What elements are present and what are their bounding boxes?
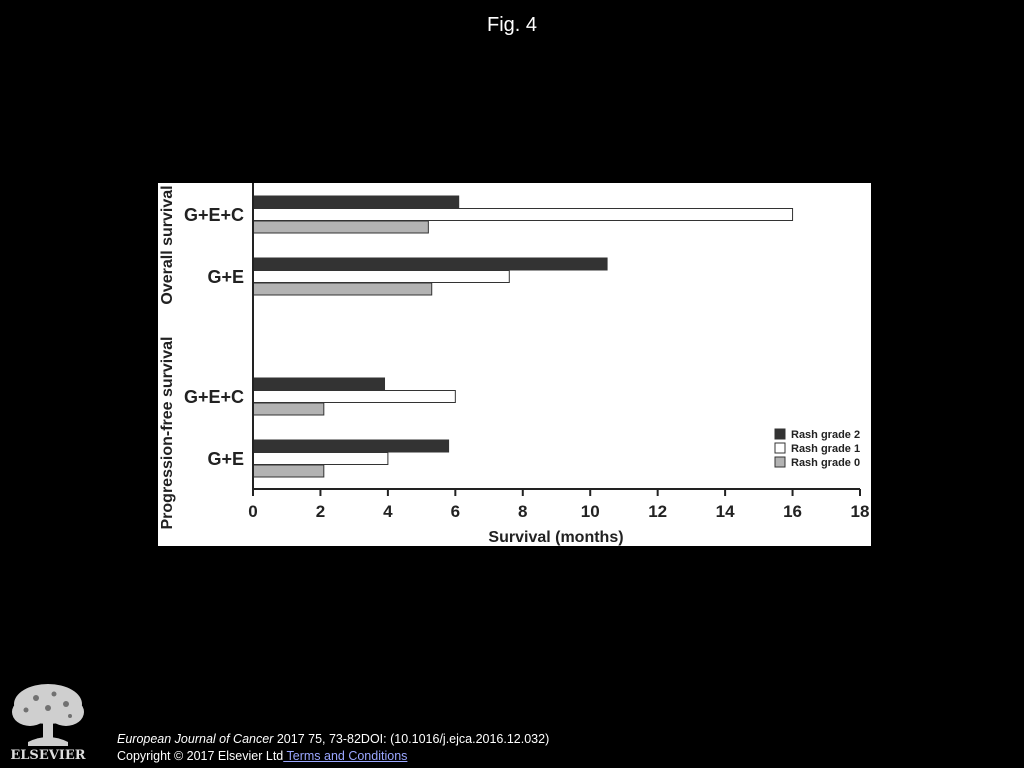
figure-title: Fig. 4 [486,14,538,36]
bar-rash-grade-0-1 [252,220,429,234]
legend-label: Rash grade 2 [791,429,860,441]
bar-rash-grade-1-3 [252,390,456,403]
copyright-line: Copyright © 2017 Elsevier Ltd Terms and … [117,748,549,765]
chart-panel: Overall survival Progression-free surviva… [158,183,871,546]
x-tick-label: 4 [383,502,393,521]
bar-chart: Overall survival Progression-free surviva… [159,183,870,546]
category-label: G+E+C [184,387,244,407]
x-tick-label: 6 [451,502,460,521]
bar-rash-grade-2-3 [252,377,386,391]
legend-label: Rash grade 0 [791,457,860,469]
journal-name: European Journal of Cancer [117,732,274,746]
citation-line: European Journal of Cancer 2017 75, 73-8… [117,731,549,748]
copyright-text: Copyright © 2017 Elsevier Ltd [117,749,284,763]
bar-rash-grade-0-3 [252,402,325,416]
bar-rash-grade-2-2 [252,257,608,271]
category-label: G+E [207,449,244,469]
category-label: G+E [207,267,244,287]
elsevier-tree-logo: ELSEVIER [10,684,86,762]
bar-rash-grade-0-4 [252,464,325,478]
x-tick-label: 8 [518,502,527,521]
x-tick-label: 12 [648,502,667,521]
x-tick-label: 18 [851,502,870,521]
legend-swatch [774,442,786,454]
elsevier-wordmark: ELSEVIER [10,748,85,762]
bar-rash-grade-1-2 [252,270,510,283]
legend-swatch [774,428,786,440]
x-tick-label: 10 [581,502,600,521]
x-tick-label: 16 [783,502,802,521]
citation-details: 2017 75, 73-82DOI: (10.1016/j.ejca.2016.… [273,732,550,746]
category-label: G+E+C [184,205,244,225]
legend-swatch [774,456,786,468]
x-tick-label: 14 [716,502,735,521]
bar-rash-grade-1-1 [252,208,794,221]
x-tick-label: 2 [316,502,325,521]
bar-rash-grade-2-4 [252,439,450,453]
bar-rash-grade-1-4 [252,452,389,465]
citation-block: European Journal of Cancer 2017 75, 73-8… [117,731,549,765]
section-label: Progression-free survival [159,337,176,530]
legend-label: Rash grade 1 [791,443,860,455]
bar-rash-grade-2-1 [252,195,460,209]
x-tick-label: 0 [248,502,257,521]
bar-rash-grade-0-2 [252,282,433,296]
terms-and-conditions-link[interactable]: Terms and Conditions [283,749,408,763]
x-axis-title: Survival (months) [488,529,623,546]
section-label: Overall survival [159,185,176,304]
